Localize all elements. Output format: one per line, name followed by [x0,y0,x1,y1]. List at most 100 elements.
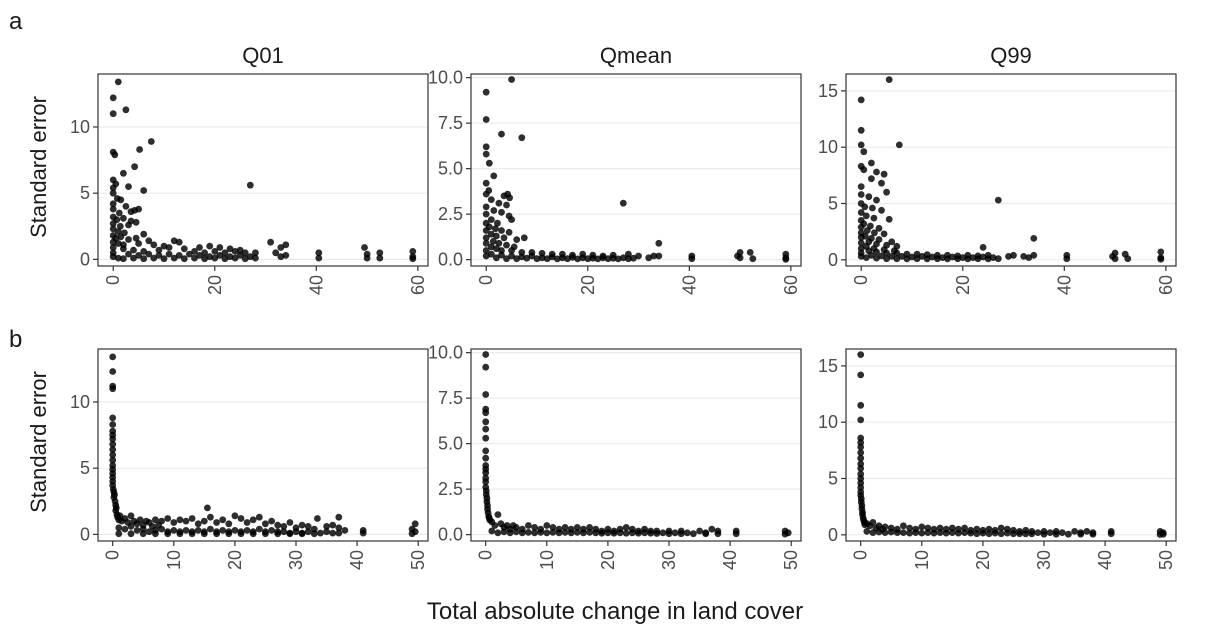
data-point [997,524,1005,532]
data-point [549,524,557,531]
data-point [498,208,505,216]
data-point [881,529,889,536]
data-point [255,525,263,533]
data-point [974,255,982,263]
data-point [115,530,123,538]
data-point [150,254,158,262]
y-tick-label: 5 [828,194,838,214]
data-point [140,248,148,255]
data-point [482,391,490,398]
data-point [243,527,251,534]
data-point [262,520,269,528]
data-point [1111,249,1119,257]
data-point [949,253,956,261]
data-point [857,239,865,247]
data-point [494,511,502,518]
row-label-b: b [9,326,22,353]
data-point [376,249,384,257]
y-tick-label: 5.0 [438,159,463,179]
panel-border [470,348,802,542]
data-point [579,254,587,262]
data-point [508,76,515,83]
data-point [1065,530,1072,538]
y-tick-label: 0.0 [438,525,463,545]
data-point [180,255,188,263]
data-point [109,184,117,192]
data-point [272,249,280,257]
y-tick-label: 2.5 [438,204,463,224]
data-point [973,530,981,538]
data-point [117,196,125,204]
data-point [523,254,531,262]
data-point [604,529,612,537]
data-point [249,516,257,524]
data-point [857,253,865,260]
data-point [482,425,490,433]
data-point [482,363,490,371]
data-point [117,233,125,241]
data-point [619,254,627,262]
y-tick-label: 15 [818,356,838,376]
data-point [135,252,143,259]
data-point [127,523,135,530]
data-point [508,216,515,224]
data-point [655,239,663,247]
data-point [482,252,490,260]
data-point [655,252,663,260]
data-point [500,528,508,536]
data-point [482,88,490,96]
data-point [518,529,526,537]
data-point [994,255,1002,263]
plot-background [471,349,801,541]
data-point [136,516,144,524]
y-tick-label: 5 [80,183,90,203]
data-point [246,253,254,261]
panel-row-b-1: 0 5 10 0 10 20 30 40 50 [70,348,429,570]
data-point [115,209,123,217]
x-tick-label: 20 [225,550,245,570]
data-point [109,238,117,246]
y-tick-label: 7.5 [438,113,463,133]
data-point [176,516,184,524]
data-point [900,529,907,536]
data-point [873,168,880,176]
data-point [857,401,865,409]
x-tick-label: 40 [679,275,699,295]
data-point [165,244,173,251]
data-point [120,255,127,263]
data-point [130,254,137,262]
data-point [170,527,178,534]
data-point [492,225,499,233]
data-point [498,227,505,234]
data-point [200,530,208,538]
data-point [997,530,1005,538]
data-point [191,248,198,255]
data-point [226,253,234,261]
data-point [1157,248,1165,256]
data-point [616,529,624,537]
data-point [635,529,642,537]
data-point [152,516,159,524]
x-tick-label: 60 [408,275,428,295]
data-point [409,248,417,255]
data-point [1010,530,1017,538]
data-point [985,530,993,538]
data-point [109,200,117,208]
data-point [883,255,890,263]
data-point [586,524,593,531]
data-point [485,159,493,167]
data-point [584,255,592,263]
data-point [857,209,865,216]
data-point [594,255,602,263]
data-point [482,234,490,242]
data-point [930,529,938,537]
data-point [1020,253,1028,260]
data-point [736,249,744,256]
data-point [520,234,528,242]
data-point [155,252,163,259]
data-point [196,244,203,251]
data-point [122,106,130,114]
data-point [114,240,122,247]
y-tick-label: 0 [80,249,90,269]
data-point [875,528,883,536]
